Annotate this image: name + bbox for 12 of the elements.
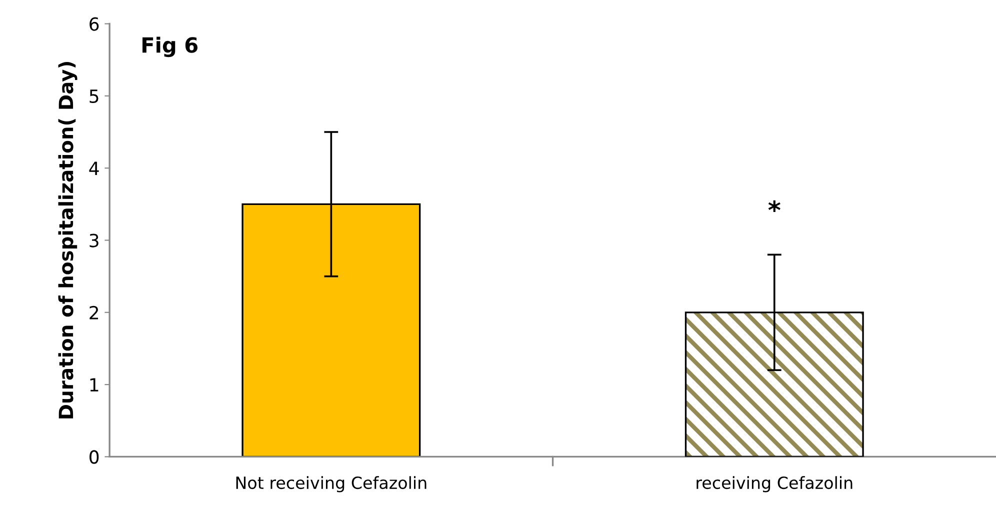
y-tick-label: 1 [90, 378, 98, 392]
y-tick-label: 5 [90, 90, 98, 104]
y-tick-label: 6 [90, 17, 99, 31]
y-tick-label: 0 [90, 450, 99, 464]
y-axis-title: Duration of hospitalization( Day) [58, 62, 78, 418]
x-tick-label: receiving Cefazolin [696, 476, 852, 492]
y-tick-label: 4 [89, 162, 99, 175]
annotation: * [768, 200, 780, 212]
y-tick-label: 3 [90, 234, 98, 248]
x-tick-label: Not receiving Cefazolin [236, 476, 426, 492]
text: Fig 6 [142, 36, 198, 58]
y-tick-label: 2 [90, 306, 98, 320]
